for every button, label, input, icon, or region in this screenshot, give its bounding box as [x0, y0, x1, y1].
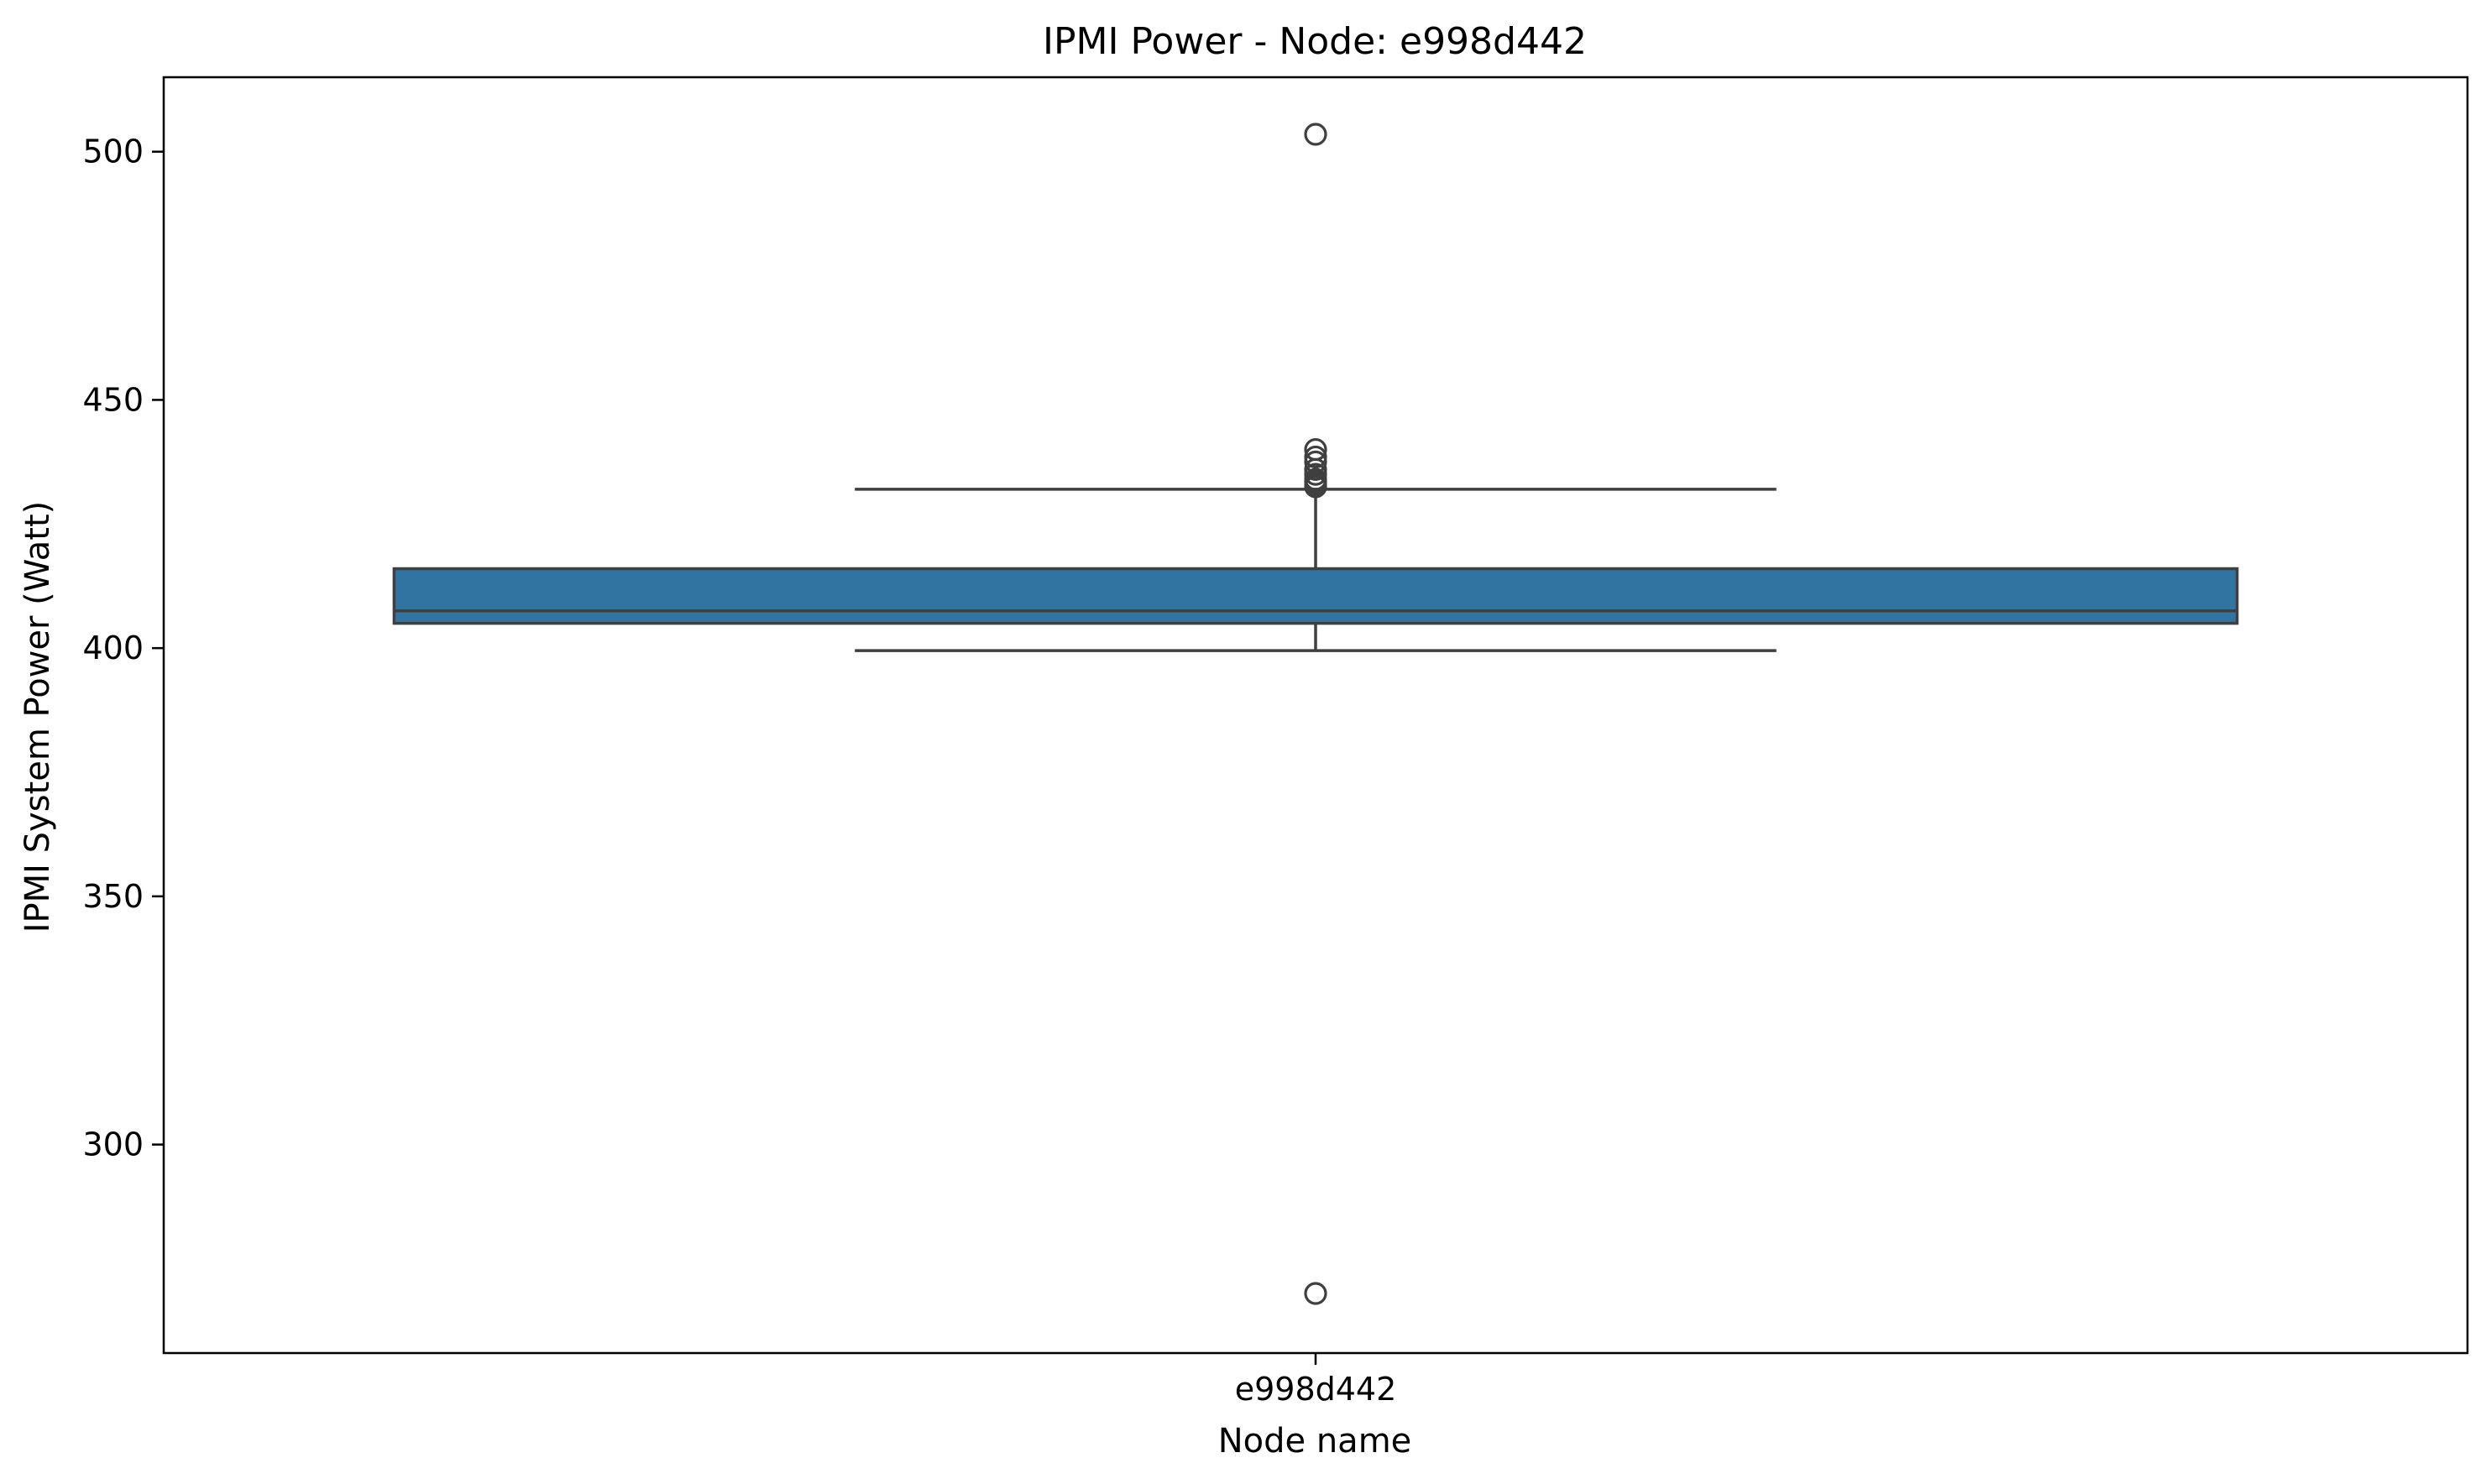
plot-frame — [162, 76, 2469, 1355]
x-axis-ticks: e998d442 — [1235, 1353, 1397, 1408]
outlier-point — [1304, 123, 1327, 146]
iqr-box — [392, 567, 2239, 625]
chart-title: IPMI Power - Node: e998d442 — [1043, 20, 1587, 63]
outlier-point — [1304, 1282, 1327, 1305]
box-plots — [392, 123, 2239, 1305]
box-group — [392, 123, 2239, 1305]
y-tick-label: 350 — [82, 878, 144, 915]
outlier-point — [1304, 437, 1327, 462]
x-axis-label: Node name — [1218, 1422, 1412, 1460]
y-tick-label: 400 — [82, 630, 144, 666]
y-axis-label: IPMI System Power (Watt) — [18, 501, 57, 933]
x-tick-label: e998d442 — [1235, 1371, 1397, 1408]
y-tick-label: 450 — [82, 381, 144, 418]
outlier-point — [1304, 445, 1327, 469]
y-tick-label: 300 — [82, 1126, 144, 1163]
y-tick-label: 500 — [82, 133, 144, 170]
y-axis-ticks: 300 350 400 450 500 — [82, 133, 164, 1163]
